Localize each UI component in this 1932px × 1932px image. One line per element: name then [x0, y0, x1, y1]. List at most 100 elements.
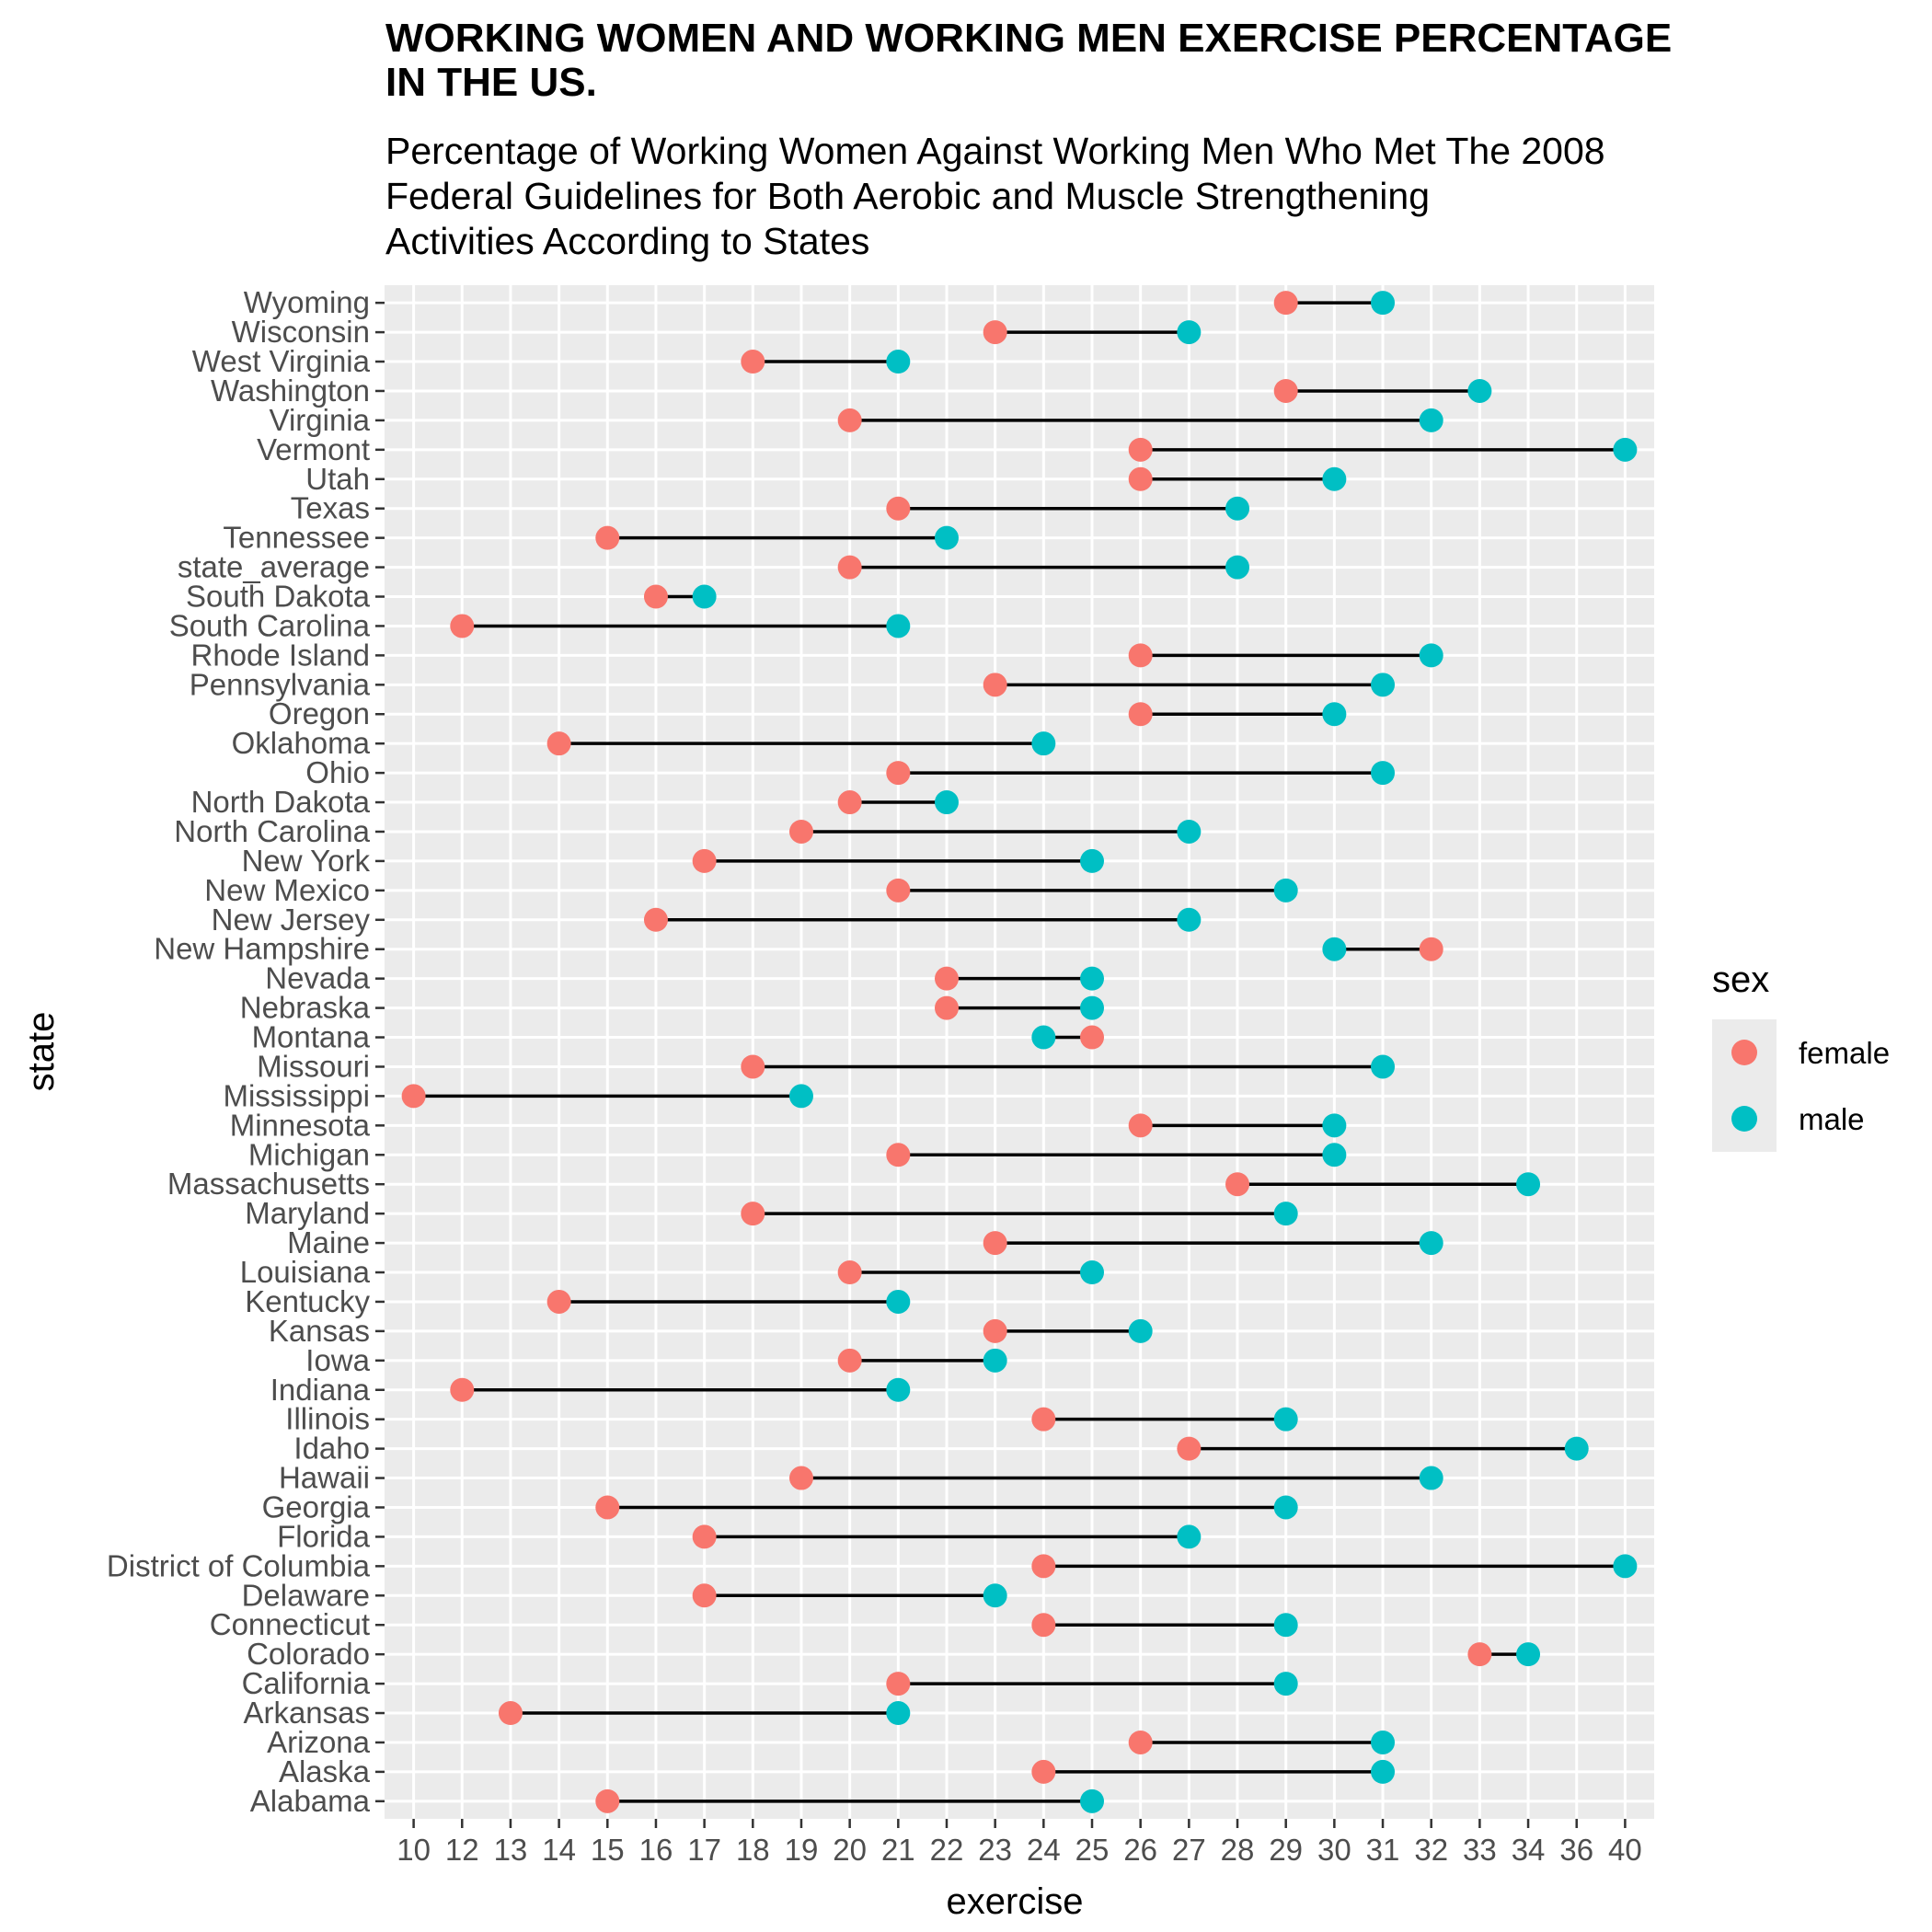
- point-male: [1564, 1436, 1589, 1461]
- point-female: [983, 1318, 1007, 1343]
- point-female: [837, 555, 862, 580]
- x-tick-label: 18: [736, 1833, 770, 1867]
- y-tick-label: District of Columbia: [107, 1548, 371, 1582]
- y-tick-label: Oregon: [269, 696, 370, 730]
- y-tick-label: Alaska: [279, 1754, 371, 1788]
- x-tick-label: 25: [1075, 1833, 1110, 1867]
- chart-subtitle: Percentage of Working Women Against Work…: [385, 130, 1605, 263]
- x-tick-label: 19: [785, 1833, 819, 1867]
- y-tick-label: Kansas: [269, 1314, 370, 1348]
- point-female: [983, 1231, 1007, 1256]
- point-female: [643, 584, 668, 609]
- point-female: [595, 1788, 620, 1813]
- point-male: [1516, 1172, 1541, 1197]
- y-tick-label: North Dakota: [191, 785, 371, 819]
- point-male: [1080, 1788, 1105, 1813]
- point-female: [1128, 702, 1153, 727]
- point-male: [1031, 731, 1056, 756]
- legend-label-female: female: [1799, 1036, 1890, 1070]
- point-male: [1371, 1730, 1396, 1754]
- point-female: [788, 1466, 813, 1490]
- legend-title: sex: [1712, 960, 1769, 1000]
- point-male: [1128, 1318, 1153, 1343]
- y-tick-label: Rhode Island: [191, 638, 370, 672]
- x-tick-label: 13: [494, 1833, 528, 1867]
- y-tick-label: Nebraska: [240, 991, 371, 1025]
- x-tick-label: 33: [1463, 1833, 1497, 1867]
- point-male: [1273, 1672, 1298, 1696]
- point-female: [692, 1583, 717, 1608]
- point-male: [983, 1583, 1007, 1608]
- point-female: [886, 761, 911, 786]
- point-male: [788, 1084, 813, 1109]
- y-tick-label: state_average: [178, 550, 370, 584]
- point-female: [546, 731, 571, 756]
- y-tick-label: Nevada: [265, 961, 370, 995]
- point-male: [1371, 1759, 1396, 1784]
- point-male: [886, 614, 911, 638]
- y-tick-label: Texas: [291, 491, 370, 525]
- plot-panel: [385, 285, 1654, 1819]
- y-tick-label: Minnesota: [230, 1108, 371, 1142]
- legend-key-female: [1731, 1040, 1757, 1065]
- point-female: [1031, 1613, 1056, 1638]
- y-tick-label: South Dakota: [186, 580, 371, 614]
- y-axis-title: state: [21, 1012, 62, 1092]
- point-male: [1273, 1407, 1298, 1432]
- x-tick-label: 17: [687, 1833, 721, 1867]
- point-male: [1177, 1524, 1202, 1549]
- point-male: [1371, 1054, 1396, 1079]
- y-tick-label: Indiana: [270, 1373, 371, 1407]
- point-male: [1371, 673, 1396, 697]
- y-tick-label: Virginia: [270, 403, 371, 437]
- x-tick-label: 20: [833, 1833, 867, 1867]
- point-male: [1080, 848, 1105, 873]
- point-male: [886, 1701, 911, 1726]
- x-tick-label: 23: [978, 1833, 1012, 1867]
- point-male: [1322, 1143, 1347, 1167]
- y-tick-label: New Hampshire: [154, 932, 370, 966]
- legend-entries: female male: [1712, 1019, 1890, 1152]
- y-tick-label: Florida: [277, 1519, 371, 1553]
- point-female: [1128, 1113, 1153, 1138]
- point-male: [1371, 761, 1396, 786]
- point-male: [1273, 1202, 1298, 1226]
- x-tick-label: 21: [881, 1833, 915, 1867]
- x-tick-label: 22: [930, 1833, 964, 1867]
- x-tick-label: 34: [1512, 1833, 1546, 1867]
- point-female: [983, 320, 1007, 345]
- point-male: [1322, 702, 1347, 727]
- chart-title: WORKING WOMEN AND WORKING MEN EXERCISE P…: [385, 16, 1673, 106]
- y-tick-label: Michigan: [248, 1137, 370, 1171]
- point-female: [1419, 937, 1443, 961]
- point-male: [1177, 819, 1202, 844]
- y-tick-label: Colorado: [247, 1637, 370, 1671]
- x-tick-label: 28: [1221, 1833, 1255, 1867]
- point-female: [401, 1084, 426, 1109]
- point-female: [1128, 643, 1153, 668]
- y-tick-label: Arkansas: [243, 1696, 370, 1730]
- x-tick-label: 32: [1414, 1833, 1448, 1867]
- legend: sex female male: [1712, 960, 1890, 1152]
- y-tick-label: New Mexico: [204, 873, 370, 907]
- point-female: [741, 1202, 765, 1226]
- y-tick-label: Pennsylvania: [190, 667, 371, 701]
- point-female: [886, 1143, 911, 1167]
- point-female: [1177, 1436, 1202, 1461]
- y-tick-label: Wyoming: [244, 285, 370, 319]
- y-tick-label: Tennessee: [223, 521, 370, 555]
- point-male: [886, 350, 911, 374]
- point-male: [1273, 1613, 1298, 1638]
- point-female: [1128, 437, 1153, 462]
- point-male: [1322, 1113, 1347, 1138]
- point-male: [934, 790, 959, 815]
- point-female: [595, 525, 620, 550]
- x-tick-label: 12: [445, 1833, 479, 1867]
- point-male: [692, 584, 717, 609]
- point-female: [983, 673, 1007, 697]
- point-male: [1225, 496, 1250, 521]
- x-axis-title: exercise: [947, 1881, 1084, 1922]
- x-tick-label: 16: [639, 1833, 673, 1867]
- y-tick-label: Missouri: [257, 1049, 370, 1083]
